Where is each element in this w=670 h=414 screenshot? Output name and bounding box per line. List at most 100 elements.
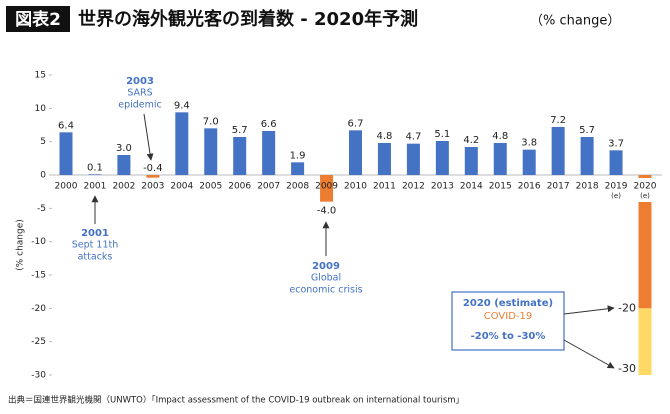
estimate-box xyxy=(451,291,565,351)
x-tick-label: 2011 xyxy=(373,182,396,192)
x-tick-label: 2018 xyxy=(576,182,599,192)
x-tick-label: 2009 xyxy=(315,182,338,192)
value-label: 5.7 xyxy=(579,125,595,136)
bar xyxy=(435,141,449,175)
x-tick-label: 2004 xyxy=(170,182,193,192)
estimate-range: -20% to -30% xyxy=(471,331,546,342)
x-tick-label: 2002 xyxy=(112,182,135,192)
annotation-text: attacks xyxy=(78,252,113,263)
y-axis-label: (% change) xyxy=(16,219,26,271)
x-tick-label: 2015 xyxy=(489,182,512,192)
bar xyxy=(59,132,73,175)
y-tick-label: -5 xyxy=(37,204,46,214)
y-tick-label: 0 xyxy=(40,171,46,181)
annotation-year: 2009 xyxy=(312,261,340,272)
x-tick-label: 2000 xyxy=(55,182,78,192)
x-tick-label: 2019 xyxy=(605,182,628,192)
x-tick-label: 2014 xyxy=(460,182,483,192)
bar xyxy=(233,137,247,175)
bar xyxy=(117,155,131,175)
x-tick-label: 2007 xyxy=(257,182,280,192)
value-label: 4.8 xyxy=(492,131,508,142)
value-label: 5.7 xyxy=(232,125,248,136)
value-label: 4.7 xyxy=(405,132,421,143)
label-bg xyxy=(635,178,655,202)
value-label: 3.0 xyxy=(116,143,132,154)
estimate-bar xyxy=(638,308,652,375)
annotation-year: 2001 xyxy=(81,228,109,239)
bar xyxy=(291,162,305,175)
bar xyxy=(320,175,334,202)
title-badge-bg xyxy=(6,6,70,32)
bar xyxy=(262,131,276,175)
value-label: 6.4 xyxy=(58,120,74,131)
chart-title-suffix: （% change） xyxy=(530,14,620,29)
bar xyxy=(175,112,189,175)
annotation-year: 2003 xyxy=(126,76,154,87)
value-label: 6.7 xyxy=(348,118,364,129)
value-label: -4.0 xyxy=(317,206,337,217)
x-tick-label: 2005 xyxy=(199,182,222,192)
annotation-text: Sept 11th xyxy=(72,240,118,251)
x-tick-label: 2016 xyxy=(518,182,541,192)
annotation-text: Global xyxy=(311,273,341,284)
x-tick-label: 2017 xyxy=(547,182,570,192)
x-tick-note: (e) xyxy=(611,192,621,200)
title-badge: 図表2 xyxy=(15,9,61,30)
bar xyxy=(349,130,362,175)
bar xyxy=(146,175,160,178)
bar xyxy=(609,150,623,175)
bar xyxy=(580,137,594,175)
value-label: -0.4 xyxy=(143,163,163,174)
estimate-label: -30 xyxy=(618,362,636,375)
bar xyxy=(522,149,536,175)
annotation-arrow xyxy=(563,339,615,369)
value-label: 0.1 xyxy=(87,162,103,173)
value-label: 6.6 xyxy=(261,119,277,130)
value-label: 1.9 xyxy=(290,150,306,161)
value-label: 9.4 xyxy=(174,100,190,111)
bar xyxy=(88,174,102,175)
annotation-text: epidemic xyxy=(118,100,162,111)
source: 出典＝国連世界観光機関（UNWTO）「Impact assessment of … xyxy=(8,395,464,406)
estimate-bar xyxy=(638,175,652,309)
value-label: 7.2 xyxy=(550,115,566,126)
chart-title: 世界の海外観光客の到着数 - 2020年予測 xyxy=(78,8,418,30)
bar xyxy=(551,127,565,175)
y-tick-label: -25 xyxy=(31,337,46,347)
x-tick-label: 2012 xyxy=(402,182,425,192)
annotation-text: SARS xyxy=(127,88,152,99)
y-tick-label: -10 xyxy=(31,237,46,247)
estimate-label: -20 xyxy=(618,301,636,314)
x-tick-label: 2010 xyxy=(344,182,367,192)
annotation-arrow xyxy=(563,305,615,315)
x-tick-note: (e) xyxy=(640,192,650,200)
y-tick-label: -15 xyxy=(31,271,46,281)
y-tick-label: -20 xyxy=(31,304,46,314)
y-tick-label: 10 xyxy=(35,104,47,114)
bar xyxy=(377,143,391,175)
x-tick-label: 2013 xyxy=(431,182,454,192)
y-tick-label: -30 xyxy=(31,371,46,381)
x-tick-label: 2001 xyxy=(83,182,106,192)
value-label: 4.2 xyxy=(463,135,479,146)
estimate-cause: COVID-19 xyxy=(484,311,533,322)
value-label: 3.8 xyxy=(521,138,537,149)
value-label: 5.1 xyxy=(434,129,450,140)
y-tick-label: 5 xyxy=(40,137,46,147)
bar xyxy=(493,143,507,175)
bar xyxy=(406,143,420,175)
bar xyxy=(464,147,478,175)
bar xyxy=(204,128,218,175)
value-label: 7.0 xyxy=(203,116,219,127)
annotation-arrow xyxy=(143,113,154,161)
x-tick-label: 2003 xyxy=(141,182,164,192)
estimate-title: 2020 (estimate) xyxy=(463,298,553,309)
value-label: 4.8 xyxy=(376,131,392,142)
value-label: 3.7 xyxy=(608,138,624,149)
x-tick-label: 2020 xyxy=(634,182,657,192)
x-tick-label: 2006 xyxy=(228,182,251,192)
annotation-text: economic crisis xyxy=(289,285,362,296)
y-tick-label: 15 xyxy=(35,71,46,81)
